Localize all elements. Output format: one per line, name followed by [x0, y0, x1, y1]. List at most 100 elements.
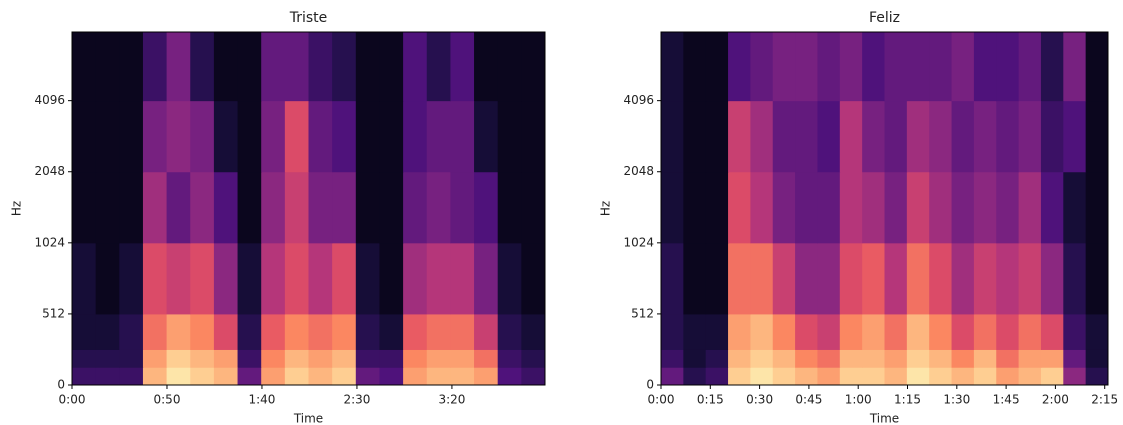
- y-tick-label: 2048: [623, 164, 654, 178]
- spectrogram-cell: [817, 242, 841, 315]
- spectrogram-cell: [817, 349, 841, 368]
- spectrogram-cell: [1085, 100, 1109, 173]
- spectrogram-cell: [951, 349, 975, 368]
- spectrogram-cell: [862, 100, 885, 173]
- spectrogram-cell: [119, 313, 144, 350]
- spectrogram-cell: [929, 32, 953, 102]
- spectrogram-cell: [261, 367, 286, 386]
- spectrogram-cell: [951, 313, 975, 350]
- spectrogram-cell: [929, 367, 953, 386]
- spectrogram-cell: [929, 100, 953, 173]
- spectrogram-cell: [772, 367, 796, 386]
- spectrogram-cell: [973, 100, 997, 173]
- spectrogram-cell: [750, 367, 774, 386]
- spectrogram-cell: [661, 313, 684, 350]
- spectrogram-cell: [355, 100, 380, 173]
- x-tick-label: 0:00: [648, 393, 675, 407]
- plot-frame: [71, 31, 546, 386]
- y-tick-label: 0: [646, 378, 654, 392]
- spectrogram-cell: [213, 100, 239, 173]
- spectrogram-cell: [497, 367, 522, 386]
- spectrogram-cell: [906, 242, 930, 315]
- spectrogram-cell: [1085, 313, 1109, 350]
- spectrogram-cell: [237, 313, 262, 350]
- spectrogram-cell: [119, 349, 144, 368]
- spectrogram-cell: [237, 171, 262, 244]
- spectrogram-cell: [190, 242, 215, 315]
- spectrogram-cell: [190, 313, 215, 350]
- spectrogram-cell: [1063, 242, 1087, 315]
- spectrogram-cell: [497, 349, 522, 368]
- spectrogram-cell: [929, 171, 953, 244]
- y-tick-label: 512: [631, 306, 654, 320]
- spectrogram-cell: [521, 32, 546, 102]
- spectrogram-cell: [521, 313, 546, 350]
- spectrogram-cell: [142, 313, 168, 350]
- spectrogram-cell: [450, 313, 475, 350]
- x-tick-label: 3:20: [438, 393, 465, 407]
- y-tick-label: 1024: [623, 235, 654, 249]
- spectrogram-cell: [705, 242, 729, 315]
- spectrogram-cell: [72, 349, 97, 368]
- spectrogram-cell: [1040, 242, 1064, 315]
- x-tick-label: 0:30: [746, 393, 773, 407]
- spectrogram-cell: [261, 313, 286, 350]
- spectrogram-cell: [661, 367, 684, 386]
- spectrogram-cell: [450, 32, 475, 102]
- spectrogram-cell: [213, 32, 239, 102]
- spectrogram-cell: [1040, 32, 1064, 102]
- spectrogram-cell: [450, 367, 475, 386]
- spectrogram-cell: [795, 32, 818, 102]
- spectrogram-cell: [705, 349, 729, 368]
- spectrogram-cell: [308, 171, 333, 244]
- spectrogram-cell: [474, 171, 499, 244]
- spectrogram-cell: [728, 349, 751, 368]
- spectrogram-cell: [1018, 367, 1042, 386]
- spectrogram-cell: [497, 100, 522, 173]
- spectrogram-cell: [261, 32, 286, 102]
- spectrogram-cell: [213, 171, 239, 244]
- spectrogram-cell: [379, 242, 404, 315]
- spectrogram-cell: [683, 367, 707, 386]
- spectrogram-cell: [237, 349, 262, 368]
- spectrogram-cell: [661, 100, 684, 173]
- spectrogram-cell: [190, 349, 215, 368]
- spectrogram-cell: [1085, 32, 1109, 102]
- spectrogram-cell: [72, 32, 97, 102]
- spectrogram-cell: [951, 100, 975, 173]
- spectrogram-cell: [308, 100, 333, 173]
- y-tick-label: 1024: [34, 235, 65, 249]
- spectrogram-cell: [521, 100, 546, 173]
- spectrogram-cell: [1040, 100, 1064, 173]
- spectrogram-cell: [839, 367, 863, 386]
- y-axis-label: Hz: [599, 201, 613, 216]
- spectrogram-cell: [284, 349, 309, 368]
- spectrogram-cell: [1085, 367, 1109, 386]
- spectrogram-cell: [973, 367, 997, 386]
- spectrogram-cell: [308, 367, 333, 386]
- spectrogram-cell: [142, 367, 168, 386]
- spectrogram-cell: [728, 313, 751, 350]
- spectrogram-cell: [237, 32, 262, 102]
- spectrogram-cell: [521, 242, 546, 315]
- spectrogram-cell: [497, 242, 522, 315]
- spectrogram-cell: [355, 171, 380, 244]
- x-tick-label: 0:50: [154, 393, 181, 407]
- spectrogram-cell: [839, 349, 863, 368]
- spectrogram-cell: [166, 367, 191, 386]
- spectrogram-cell: [166, 349, 191, 368]
- spectrogram-cell: [213, 349, 239, 368]
- spectrogram-cell: [95, 349, 120, 368]
- spectrogram-cell: [996, 32, 1020, 102]
- spectrogram-cell: [862, 242, 885, 315]
- spectrogram-cell: [284, 32, 309, 102]
- y-axis-label: Hz: [10, 201, 24, 216]
- chart-title: Triste: [289, 10, 328, 26]
- spectrogram-cell: [728, 367, 751, 386]
- spectrogram-cell: [683, 349, 707, 368]
- spectrogram-cell: [474, 367, 499, 386]
- spectrogram-cell: [683, 32, 707, 102]
- spectrogram-cell: [474, 100, 499, 173]
- spectrogram-cell: [817, 32, 841, 102]
